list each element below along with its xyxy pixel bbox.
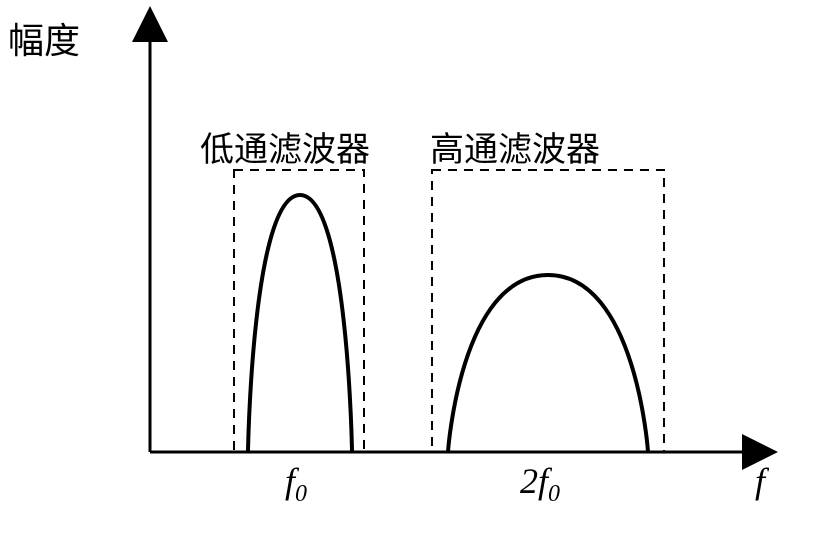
f0-var: f <box>285 461 295 501</box>
lowpass-lobe <box>248 195 352 452</box>
two-f0-tick-label: 2f0 <box>520 460 560 508</box>
frequency-diagram: 幅度 低通滤波器 高通滤波器 f0 2f0 f <box>0 0 831 535</box>
f0-tick-label: f0 <box>285 460 307 508</box>
two-f0-prefix: 2f <box>520 461 548 501</box>
y-axis-label: 幅度 <box>8 12 80 64</box>
x-axis-label: f <box>755 460 765 502</box>
two-f0-sub: 0 <box>548 481 560 507</box>
highpass-label: 高通滤波器 <box>430 122 600 171</box>
f0-sub: 0 <box>295 481 307 507</box>
highpass-lobe <box>448 275 648 452</box>
highpass-box <box>432 170 664 452</box>
diagram-svg <box>0 0 831 535</box>
lowpass-label: 低通滤波器 <box>200 122 370 171</box>
